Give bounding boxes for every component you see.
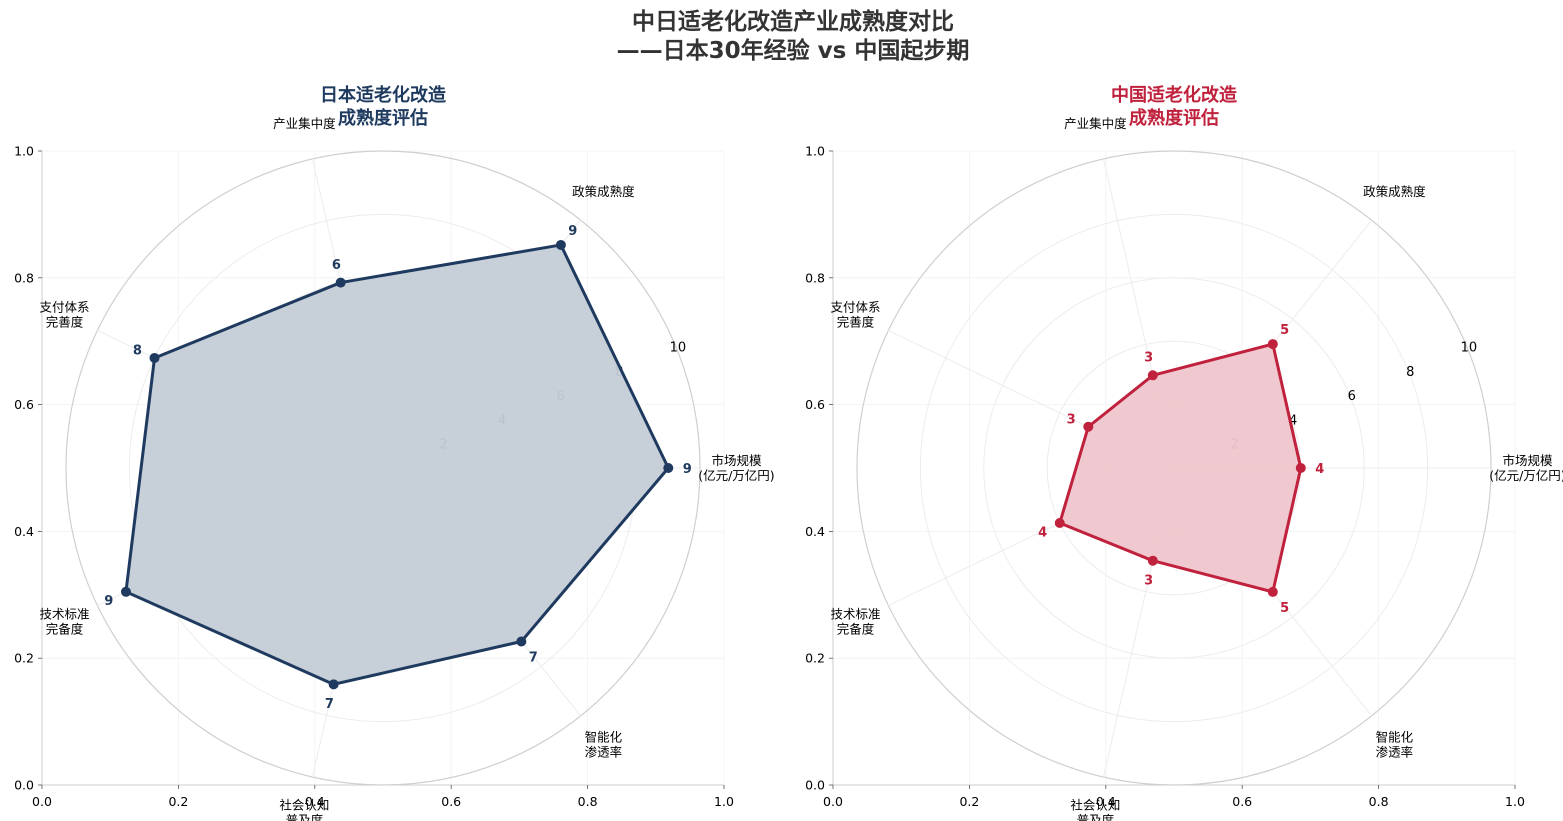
china-value-label: 5 <box>1280 323 1289 338</box>
japan-category-label: 完备度 <box>46 621 84 636</box>
japan-ytick-label: 0.8 <box>14 270 34 285</box>
china-value-label: 5 <box>1280 601 1289 616</box>
china-xtick-label: 0.8 <box>1369 794 1389 809</box>
japan-category-label: (亿元/万亿円) <box>698 468 774 483</box>
japan-category-label: 技术标准 <box>40 606 90 621</box>
china-category-label: 技术标准 <box>831 606 881 621</box>
japan-panel-title-line1: 日本适老化改造 <box>320 84 446 106</box>
japan-value-label: 6 <box>332 258 341 273</box>
japan-value-label: 7 <box>529 650 538 665</box>
japan-radial-tick-label: 10 <box>670 341 687 356</box>
china-data-point <box>1083 421 1094 432</box>
china-xtick-label: 0.6 <box>1232 794 1252 809</box>
china-ytick-label: 1.0 <box>805 144 825 159</box>
japan-category-label: 完善度 <box>46 315 84 330</box>
china-ytick-label: 0.8 <box>805 270 825 285</box>
japan-data-point <box>663 463 674 473</box>
china-category-label: 政策成熟度 <box>1363 184 1426 199</box>
china-data-point <box>1054 518 1065 529</box>
china-panel-title-line1: 中国适老化改造 <box>1111 84 1237 106</box>
japan-data-point <box>328 679 339 690</box>
china-category-label: 产业集中度 <box>1064 116 1127 131</box>
japan-ytick-label: 0.2 <box>14 651 34 666</box>
china-category-label: (亿元/万亿円) <box>1489 468 1563 483</box>
china-panel-title-line2: 成熟度评估 <box>1129 107 1219 129</box>
china-radial-tick-label: 10 <box>1461 341 1478 356</box>
china-radial-tick-label: 8 <box>1406 365 1414 380</box>
chart-title-line2: ——日本30年经验 vs 中国起步期 <box>617 37 970 64</box>
china-category-label: 社会认知 <box>1070 798 1120 813</box>
china-value-label: 4 <box>1038 525 1047 540</box>
japan-category-label: 社会认知 <box>279 798 329 813</box>
china-data-point <box>1295 463 1306 473</box>
japan-ytick-label: 0.6 <box>14 397 34 412</box>
china-category-label: 智能化 <box>1376 729 1414 744</box>
china-xtick-label: 0.4 <box>1096 794 1116 809</box>
japan-value-label: 8 <box>133 344 142 359</box>
china-value-label: 3 <box>1067 412 1076 427</box>
japan-data-point <box>149 352 160 363</box>
japan-panel-title-line2: 成熟度评估 <box>338 107 428 129</box>
china-data-point <box>1267 586 1278 597</box>
japan-xtick-label: 0.8 <box>578 794 598 809</box>
chart-title-line1: 中日适老化改造产业成熟度对比 <box>632 8 954 35</box>
china-category-label: 完备度 <box>837 621 875 636</box>
japan-category-label: 市场规模 <box>711 453 762 468</box>
china-ytick-label: 0.4 <box>805 524 825 539</box>
china-ytick-label: 0.0 <box>805 778 825 793</box>
china-xtick-label: 0.0 <box>823 794 843 809</box>
china-series-area <box>1058 342 1303 594</box>
japan-category-label: 政策成熟度 <box>572 184 635 199</box>
china-xtick-label: 0.2 <box>959 794 979 809</box>
japan-category-label: 普及度 <box>286 813 324 821</box>
japan-category-label: 支付体系 <box>40 300 90 315</box>
china-data-point <box>1147 370 1158 381</box>
japan-category-label: 产业集中度 <box>273 116 336 131</box>
china-category-label: 普及度 <box>1077 813 1115 821</box>
china-radial-tick-label: 6 <box>1348 389 1356 404</box>
japan-value-label: 7 <box>325 697 334 712</box>
china-radar-panel: 0.00.20.40.60.81.00.00.20.40.60.81.02468… <box>805 84 1563 821</box>
japan-data-point <box>120 586 131 597</box>
japan-xtick-label: 0.4 <box>305 794 325 809</box>
china-data-point <box>1267 339 1278 350</box>
japan-category-label: 渗透率 <box>585 744 623 759</box>
japan-ytick-label: 0.0 <box>14 778 34 793</box>
china-radial-tick-label: 4 <box>1289 413 1297 428</box>
china-category-label: 渗透率 <box>1376 744 1414 759</box>
japan-radar-panel: 0.00.20.40.60.81.00.00.20.40.60.81.02468… <box>14 84 775 821</box>
china-data-point <box>1147 555 1158 566</box>
japan-ytick-label: 0.4 <box>14 524 34 539</box>
japan-value-label: 9 <box>104 594 113 609</box>
japan-data-point <box>335 277 346 288</box>
china-xtick-label: 1.0 <box>1505 794 1525 809</box>
japan-xtick-label: 0.0 <box>32 794 52 809</box>
china-value-label: 4 <box>1315 462 1324 477</box>
china-category-label: 完善度 <box>837 315 875 330</box>
japan-xtick-label: 1.0 <box>714 794 734 809</box>
china-value-label: 3 <box>1144 351 1153 366</box>
japan-series-area <box>124 243 670 686</box>
japan-category-label: 智能化 <box>585 729 623 744</box>
china-category-label: 市场规模 <box>1502 453 1553 468</box>
china-ytick-label: 0.2 <box>805 651 825 666</box>
japan-value-label: 9 <box>568 224 577 239</box>
japan-xtick-label: 0.2 <box>168 794 188 809</box>
china-category-label: 支付体系 <box>831 300 881 315</box>
china-value-label: 3 <box>1144 573 1153 588</box>
japan-data-point <box>555 239 566 250</box>
japan-value-label: 9 <box>683 462 692 477</box>
china-ytick-label: 0.6 <box>805 397 825 412</box>
japan-xtick-label: 0.6 <box>441 794 461 809</box>
japan-ytick-label: 1.0 <box>14 144 34 159</box>
japan-data-point <box>516 636 527 647</box>
